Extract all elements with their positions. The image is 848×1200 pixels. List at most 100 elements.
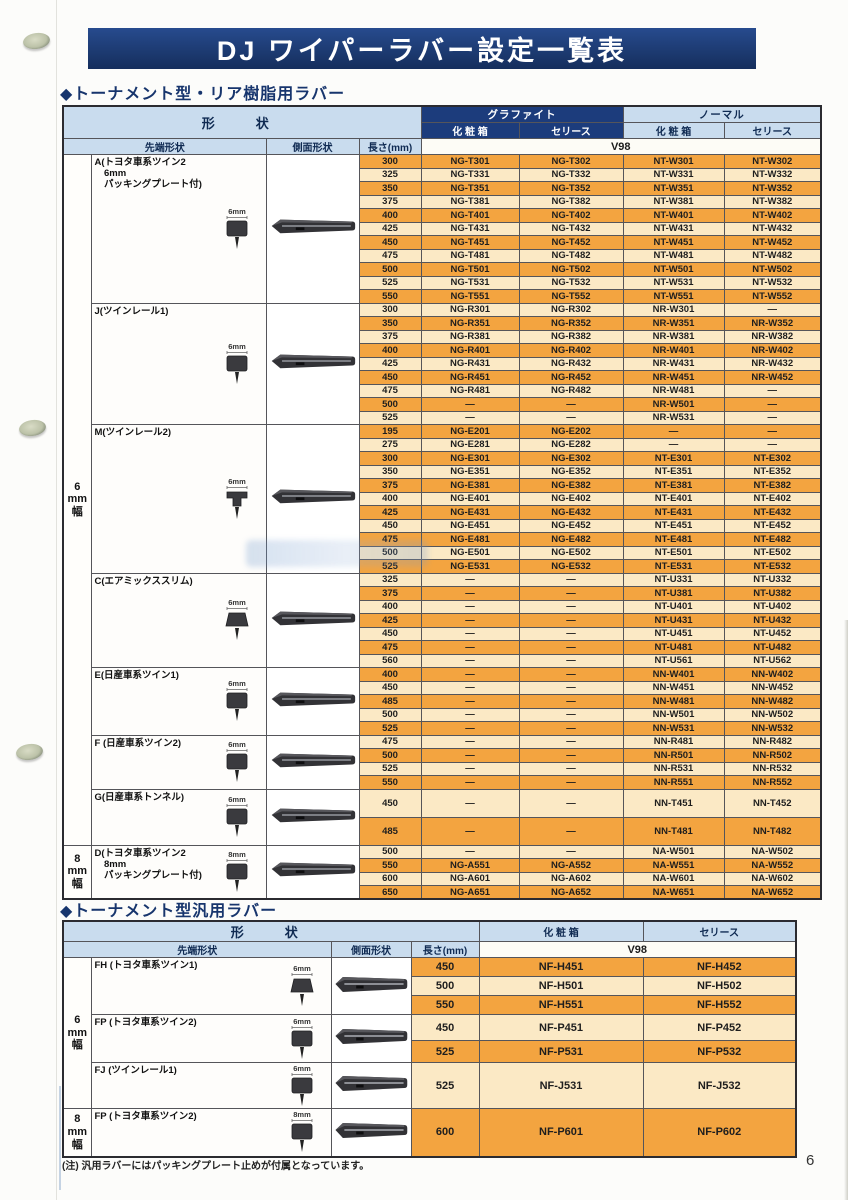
part-number-cell: NT-E302 [723,451,822,466]
group-label: J(ツインレール1) [94,305,169,317]
part-number-cell: NR-W452 [723,370,822,385]
table-row: C(エアミックススリム) 6mm 325— — NT-U331 NT-U332 [63,572,822,668]
part-number-cell: NG-R451 [420,370,520,385]
part-number-cell: NT-U382 [723,586,822,601]
part-number-cell: NT-E401 [622,491,725,506]
no-setting-cell: — [723,410,822,425]
part-number-cell: NG-A652 [518,885,624,900]
no-setting-cell: — [518,397,624,412]
part-number-cell: NT-W352 [723,181,822,196]
length-cell: 400 [358,208,422,223]
part-number-cell: NT-W532 [723,275,822,290]
no-setting-cell: — [420,748,520,763]
part-number-cell: NN-R501 [622,748,725,763]
part-number-cell: NF-H502 [642,976,797,996]
no-setting-cell: — [420,844,520,859]
side-profile-photo [271,611,355,626]
no-setting-cell: — [723,383,822,398]
group-tip-cell: E(日産車系ツイン1) 6mm [90,667,267,736]
part-number-cell: NN-T452 [723,788,822,818]
part-number-cell: NT-E501 [622,545,725,560]
length-cell: 300 [358,154,422,169]
width-label-cell: 6 mm 幅 [62,957,92,1109]
length-cell: 375 [358,329,422,344]
tip-profile-diagram: 6mm [226,207,247,249]
part-number-cell: NA-W552 [723,858,822,873]
length-cell: 400 [358,491,422,506]
group-side-cell [265,734,360,790]
page-number: 6 [806,1152,815,1169]
part-number-cell: NT-W482 [723,248,822,263]
length-cell: 400 [358,667,422,682]
part-number-cell: NG-T301 [420,154,520,169]
part-number-cell: NG-R402 [518,343,624,358]
length-cell: 275 [358,437,422,452]
part-number-cell: NT-E431 [622,505,725,520]
v98-header: V98 [420,138,822,155]
part-number-cell: NT-U482 [723,640,822,655]
part-number-cell: NT-W331 [622,167,725,182]
no-setting-cell: — [723,302,822,317]
length-cell: 450 [358,626,422,641]
part-number-cell: NG-E481 [420,532,520,547]
table-row: 475 NG-R481 NG-R482 NR-W481— [63,383,822,398]
group-side-cell [265,572,360,668]
length-cell: 300 [358,451,422,466]
no-setting-cell: — [420,761,520,776]
box-header: 化 粧 箱 [478,920,644,942]
group-label: M(ツインレール2) [94,427,172,438]
part-number-cell: NG-E201 [420,424,520,439]
table-row: 475— — NT-U481 NT-U482 [63,640,822,655]
part-number-cell: NN-W531 [622,721,725,736]
normal-box-header: 化 粧 箱 [622,122,725,139]
part-number-cell: NG-R482 [518,383,624,398]
no-setting-cell: — [518,680,624,695]
footnote: (注) 汎用ラバーにはパッキングプレート止めが付属となっています。 [62,1161,370,1172]
part-number-cell: NT-U332 [723,572,822,587]
part-number-cell: NG-R382 [518,329,624,344]
table-row: 275 NG-E281 NG-E282— — [63,437,822,452]
no-setting-cell: — [518,653,624,668]
side-shape-header: 側面形状 [330,941,412,958]
table-row: 550 NF-H551 NF-H552 [63,995,797,1015]
length-cell: 425 [358,505,422,520]
part-number-cell: NG-E482 [518,532,624,547]
part-number-cell: NG-T382 [518,194,624,209]
length-cell: 525 [410,1062,480,1109]
length-cell: 500 [358,262,422,277]
length-cell: 560 [358,653,422,668]
group-label: FH (トヨタ車系ツイン1) [94,960,198,971]
length-cell: 525 [410,1040,480,1063]
part-number-cell: NF-P601 [478,1108,644,1157]
table-row: 485— — NN-W481 NN-W482 [63,694,822,709]
part-number-cell: NT-W431 [622,221,725,236]
table-row: 350 NG-R351 NG-R352 NR-W351 NR-W352 [63,316,822,331]
table-row: 350 NG-E351 NG-E352 NT-E351 NT-E352 [63,464,822,479]
part-number-cell: NG-E302 [518,451,624,466]
part-number-cell: NT-E502 [723,545,822,560]
group-tip-cell: FP (トヨタ車系ツイン2) 6mm [90,1014,332,1063]
part-number-cell: NT-U432 [723,613,822,628]
no-setting-cell: — [723,397,822,412]
part-number-cell: NA-W652 [723,885,822,900]
part-number-cell: NT-U381 [622,586,725,601]
section2-heading: ◆トーナメント型汎用ラバー [60,903,278,920]
part-number-cell: NN-T481 [622,816,725,846]
svg-text:6mm: 6mm [228,740,246,749]
part-number-cell: NR-W481 [622,383,725,398]
table-row: 485— — NN-T481 NN-T482 [63,816,822,846]
part-number-cell: NF-P452 [642,1014,797,1041]
section1-heading: ◆トーナメント型・リア樹脂用ラバー [60,86,346,103]
part-number-cell: NT-W452 [723,235,822,250]
no-setting-cell: — [518,816,624,846]
part-number-cell: NN-W482 [723,694,822,709]
part-number-cell: NG-E402 [518,491,624,506]
part-number-cell: NA-W502 [723,844,822,859]
length-cell: 300 [358,302,422,317]
part-number-cell: NT-U401 [622,599,725,614]
page-bottom-edge-artifact [59,1086,61,1190]
part-number-cell: NG-A601 [420,871,520,886]
part-number-cell: NA-W602 [723,871,822,886]
part-number-cell: NG-E451 [420,518,520,533]
no-setting-cell: — [420,707,520,722]
